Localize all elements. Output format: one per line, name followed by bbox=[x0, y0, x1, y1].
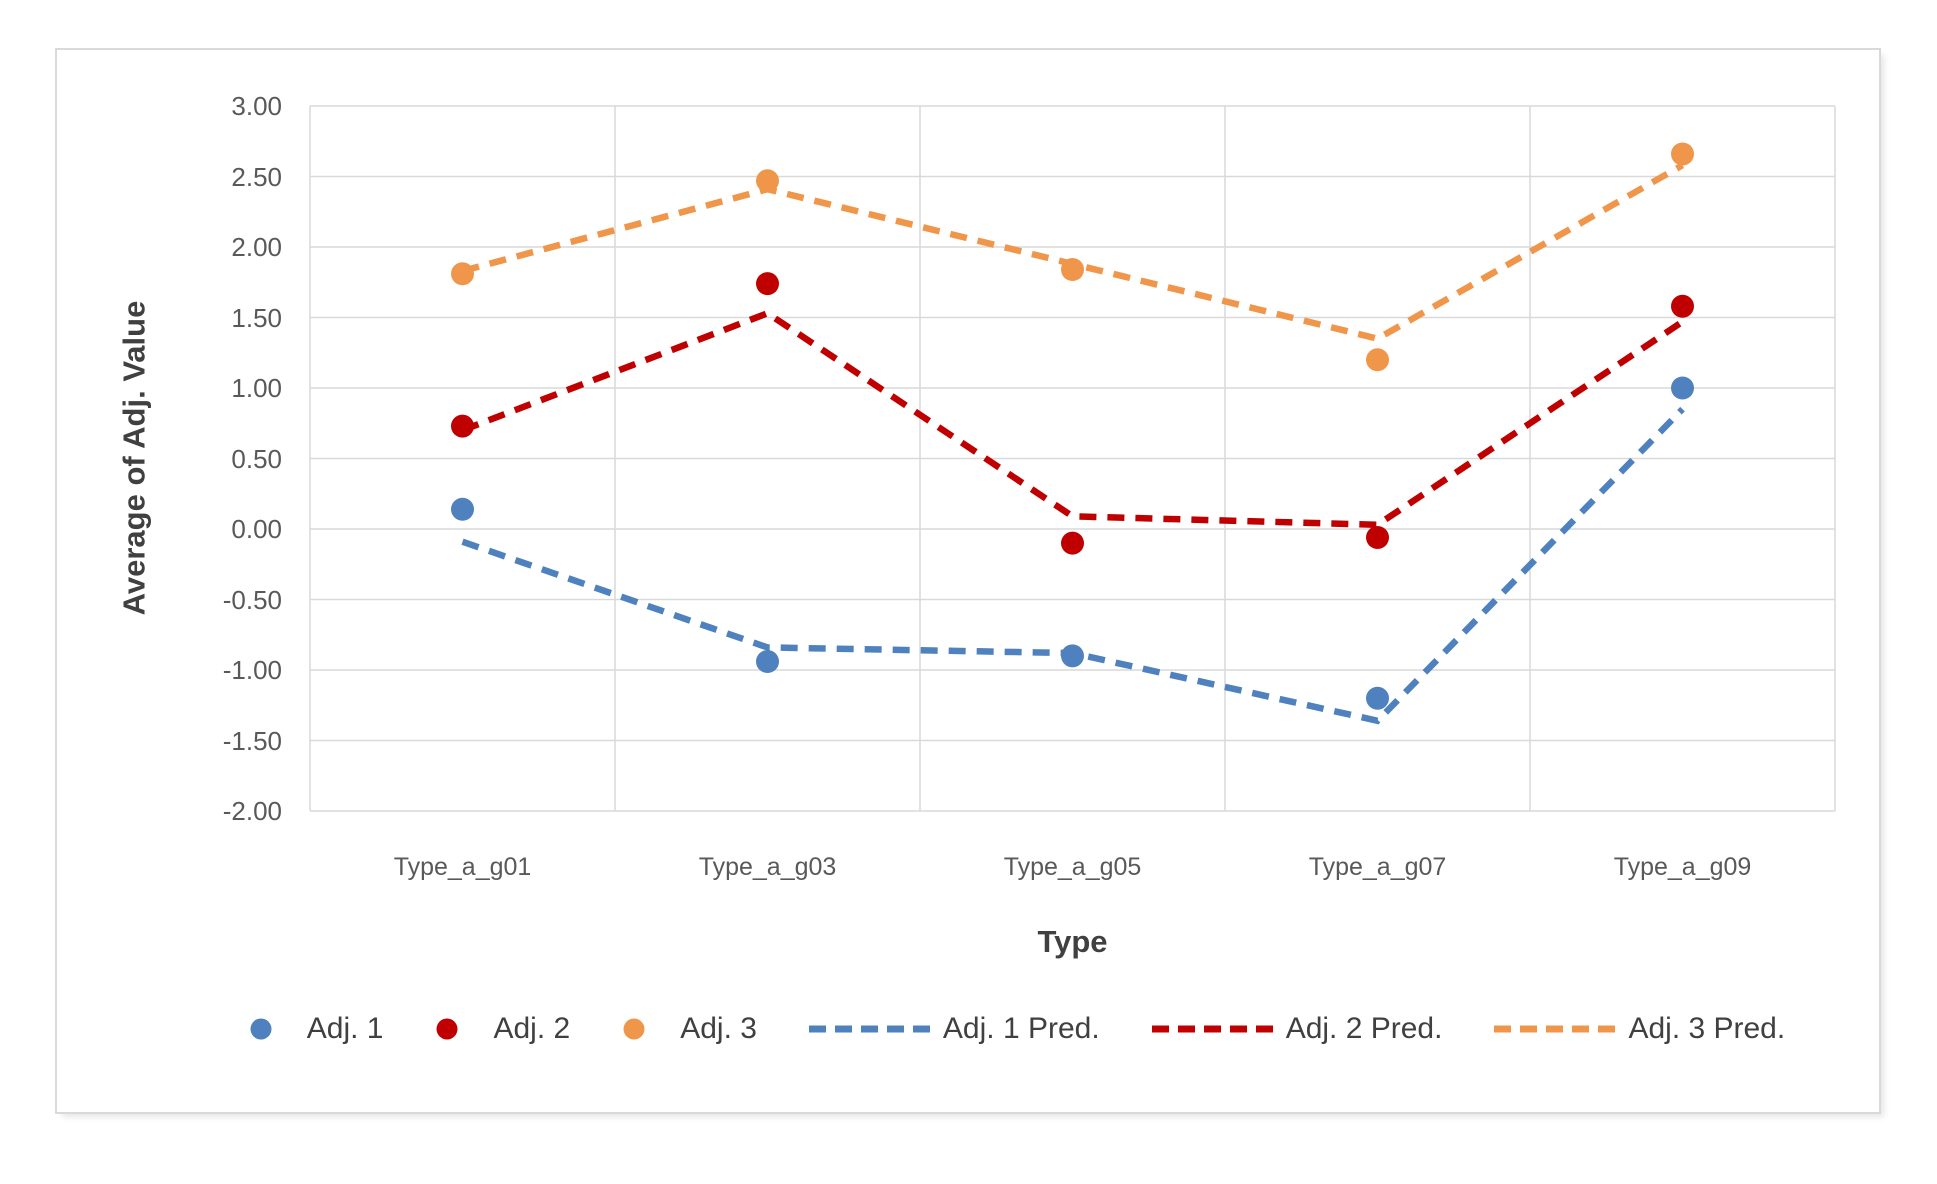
y-tick-label: 3.00 bbox=[231, 91, 282, 121]
data-dot-adj-2 bbox=[1366, 525, 1389, 549]
legend-label: Adj. 3 Pred. bbox=[1628, 1012, 1786, 1045]
x-tick-label: Type_a_g01 bbox=[393, 853, 532, 881]
y-tick-label: 1.50 bbox=[231, 302, 282, 333]
y-tick-label: -1.50 bbox=[222, 725, 282, 756]
y-tick-label: 2.50 bbox=[231, 161, 282, 192]
legend-label: Adj. 3 bbox=[680, 1012, 757, 1045]
legend-dot-marker bbox=[250, 1018, 272, 1040]
data-dot-adj-3 bbox=[756, 169, 779, 193]
data-dot-adj-1 bbox=[1671, 376, 1694, 400]
legend-item-adj-3: Adj. 3 bbox=[622, 1012, 757, 1046]
data-dot-adj-2 bbox=[756, 272, 779, 296]
pred-line-adj-2-pred bbox=[461, 309, 1685, 529]
data-dot-adj-3 bbox=[451, 262, 474, 286]
pred-line-adj-3-pred bbox=[461, 162, 1685, 343]
legend-label: Adj. 1 bbox=[306, 1012, 384, 1045]
legend-dashed-line-marker bbox=[1494, 1025, 1617, 1033]
data-dot-adj-3 bbox=[1366, 348, 1389, 372]
data-dot-adj-3 bbox=[1061, 258, 1084, 282]
y-tick-label: -0.50 bbox=[222, 584, 282, 615]
pred-line-adj-1-pred bbox=[461, 406, 1685, 725]
x-tick-label: Type_a_g07 bbox=[1308, 853, 1447, 881]
legend-dot-marker bbox=[436, 1018, 458, 1040]
x-tick-label: Type_a_g05 bbox=[1003, 853, 1142, 881]
x-tick-label: Type_a_g09 bbox=[1613, 853, 1752, 881]
legend-item-adj-2: Adj. 2 bbox=[435, 1012, 570, 1046]
data-dot-adj-2 bbox=[1671, 294, 1694, 318]
data-dot-adj-1 bbox=[1061, 644, 1084, 668]
y-tick-label: -1.00 bbox=[222, 655, 282, 685]
x-axis-title: Type bbox=[1037, 924, 1108, 959]
legend-item-adj-1: Adj. 1 bbox=[249, 1012, 384, 1046]
legend-dot-marker bbox=[623, 1018, 645, 1040]
x-tick-label: Type_a_g03 bbox=[698, 853, 837, 881]
data-dot-adj-1 bbox=[1366, 686, 1389, 710]
legend-label: Adj. 1 Pred. bbox=[942, 1012, 1100, 1045]
y-tick-label: 1.00 bbox=[231, 373, 282, 403]
legend-item-adj-1-pred: Adj. 1 Pred. bbox=[808, 1012, 1100, 1046]
y-tick-label: 2.00 bbox=[231, 232, 282, 262]
data-dot-adj-2 bbox=[451, 414, 474, 438]
legend-item-adj-3-pred: Adj. 3 Pred. bbox=[1494, 1012, 1785, 1046]
legend: Adj. 1 Adj. 2 Adj. 3 Adj. 1 Pred. Adj. 2 Pre… bbox=[197, 1012, 1837, 1046]
data-dot-adj-3 bbox=[1671, 142, 1694, 166]
legend-dashed-line-marker bbox=[1151, 1025, 1274, 1033]
y-tick-label: 0.50 bbox=[231, 443, 282, 474]
legend-label: Adj. 2 Pred. bbox=[1285, 1012, 1443, 1045]
plot-area bbox=[309, 105, 1836, 812]
data-dot-adj-1 bbox=[451, 497, 474, 521]
y-tick-label: -2.00 bbox=[222, 796, 282, 826]
legend-item-adj-2-pred: Adj. 2 Pred. bbox=[1151, 1012, 1443, 1046]
data-dot-adj-2 bbox=[1061, 531, 1084, 555]
y-axis-tick-labels: 3.00 2.50 2.00 1.50 1.00 0.50 0.00 -0.50 -1.00 -1… bbox=[57, 50, 282, 1112]
legend-dashed-line-marker bbox=[808, 1025, 931, 1033]
legend-label: Adj. 2 bbox=[493, 1012, 571, 1045]
y-tick-label: 0.00 bbox=[231, 514, 282, 544]
chart-frame: Average of Adj. Value 3.00 2.50 2.00 1.50 1.… bbox=[55, 48, 1881, 1114]
data-dot-adj-1 bbox=[756, 650, 779, 674]
